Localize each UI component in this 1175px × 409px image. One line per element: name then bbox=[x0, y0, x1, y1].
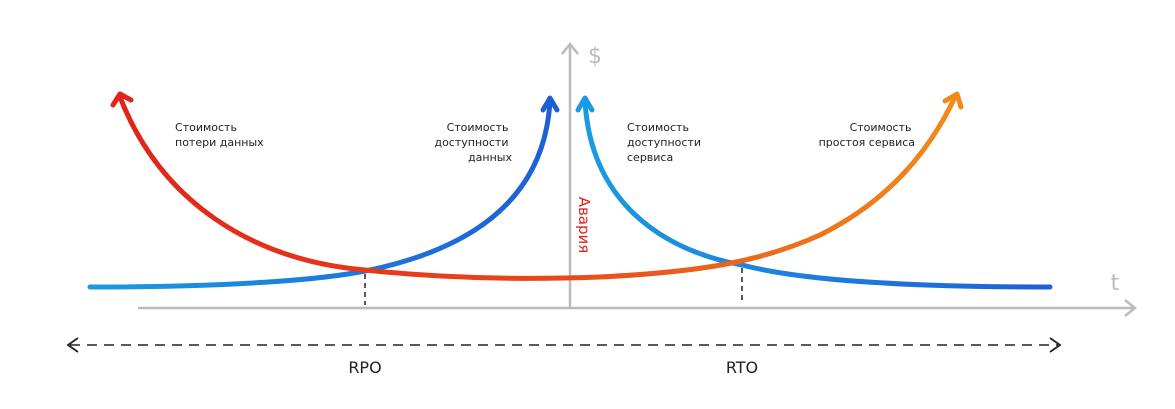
text-line: потери данных bbox=[175, 136, 264, 149]
interval-label: RPO bbox=[348, 358, 381, 377]
arrowhead bbox=[110, 91, 134, 108]
curve-label: Стоимость потери данных bbox=[175, 121, 264, 149]
x-arrow bbox=[1124, 299, 1138, 317]
text-line: данных bbox=[468, 151, 512, 164]
curve-label: Стоимость простоя сервиса bbox=[819, 121, 915, 149]
curve-label: Стоимость доступности сервиса bbox=[627, 121, 705, 164]
curve-label: Стоимость доступности данных bbox=[434, 121, 512, 164]
arrowhead bbox=[540, 95, 560, 113]
curve-service-availability bbox=[582, 97, 1053, 290]
text-line: простоя сервиса bbox=[819, 136, 915, 149]
timeline-arrow bbox=[66, 337, 79, 353]
text-line: доступности bbox=[627, 136, 701, 149]
arrowhead bbox=[942, 91, 964, 110]
text-line: сервиса bbox=[627, 151, 673, 164]
text-line: Стоимость bbox=[447, 121, 509, 134]
axes bbox=[138, 41, 1138, 317]
x-axis-label: t bbox=[1111, 271, 1120, 296]
text-line: Стоимость bbox=[850, 121, 912, 134]
text-line: Стоимость bbox=[175, 121, 237, 134]
event-label: Авария bbox=[575, 197, 593, 254]
y-arrow bbox=[561, 41, 579, 55]
timeline-arrow bbox=[1049, 337, 1062, 353]
curve-loss-downtime bbox=[117, 94, 958, 281]
y-axis-label: $ bbox=[588, 44, 602, 69]
text-line: доступности bbox=[434, 136, 508, 149]
text-line: Стоимость bbox=[627, 121, 689, 134]
interval-label: RTO bbox=[726, 358, 758, 377]
arrowhead bbox=[575, 95, 595, 113]
